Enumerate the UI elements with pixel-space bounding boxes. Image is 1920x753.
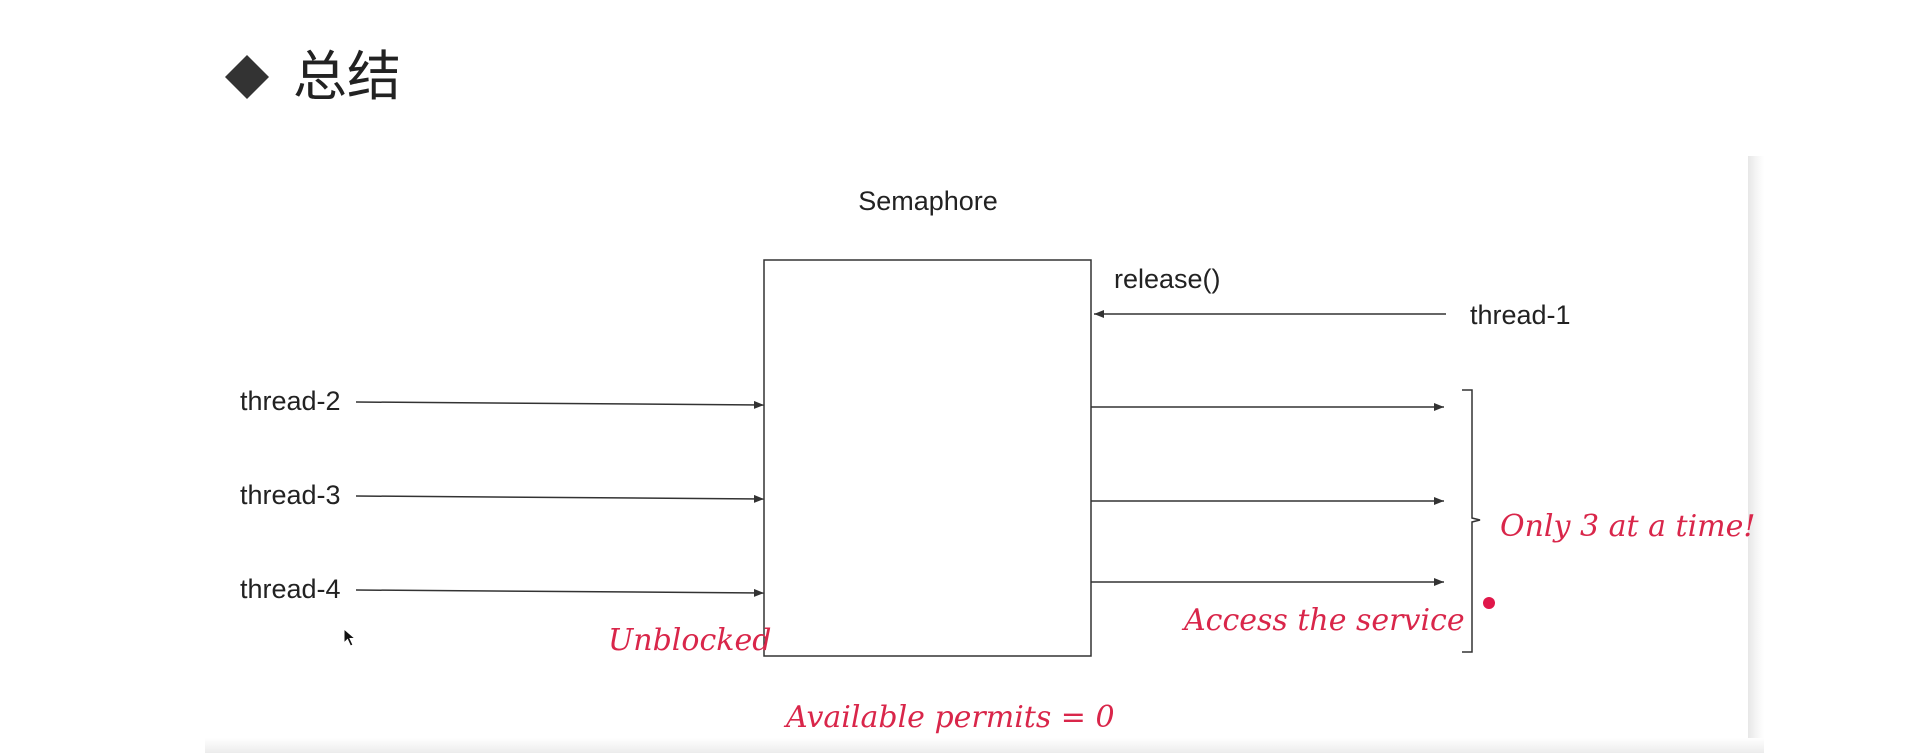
thread-2-arrow xyxy=(355,400,765,409)
thread-3-arrow xyxy=(355,494,765,503)
mouse-cursor-icon xyxy=(343,628,357,647)
thread-1-label: thread-1 xyxy=(1470,300,1571,330)
thread-3-label: thread-3 xyxy=(240,480,341,510)
diagram-panel xyxy=(205,156,1748,753)
access-service-annotation: Access the service xyxy=(1181,603,1465,638)
slide-heading: 总结 xyxy=(225,42,401,112)
semaphore-title: Semaphore xyxy=(858,186,998,216)
only-three-annotation: Only 3 at a time! xyxy=(1500,509,1755,544)
panel-shadow-bottom xyxy=(205,738,1764,753)
unblocked-annotation: Unblocked xyxy=(608,623,771,658)
semaphore-box xyxy=(763,259,1092,657)
release-label: release() xyxy=(1114,264,1221,294)
pointer-dot xyxy=(1483,597,1495,609)
group-bracket xyxy=(1462,389,1481,653)
panel-shadow-right xyxy=(1748,156,1764,753)
heading-title: 总结 xyxy=(293,45,401,108)
thread-2-label: thread-2 xyxy=(240,386,341,416)
thread-4-label: thread-4 xyxy=(240,574,341,604)
thread-4-arrow xyxy=(355,588,765,597)
available-permits-annotation: Available permits = 0 xyxy=(783,700,1115,735)
diamond-bullet-icon xyxy=(225,55,269,99)
